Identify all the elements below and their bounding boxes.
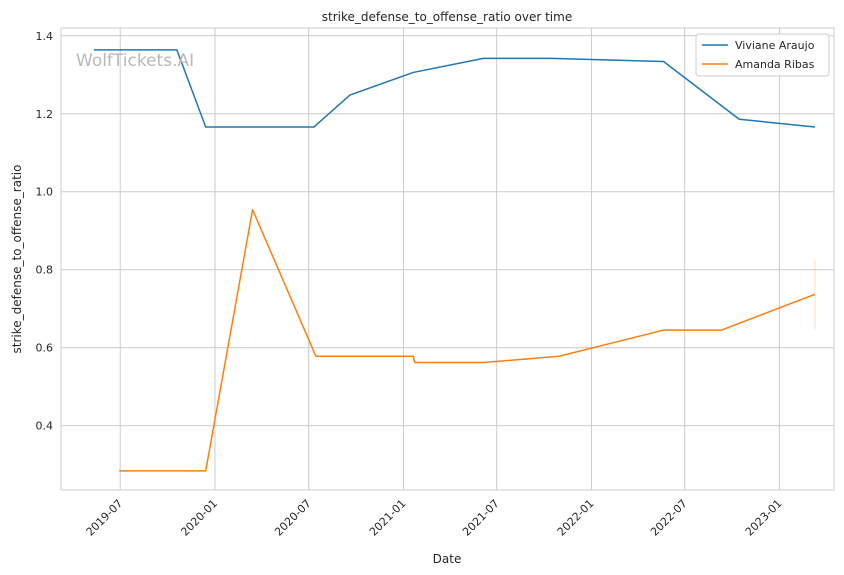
- x-axis-title: Date: [433, 552, 462, 566]
- y-tick-label: 1.4: [36, 30, 54, 43]
- grid-lines: [61, 28, 834, 490]
- legend-label-amanda-ribas: Amanda Ribas: [735, 58, 815, 71]
- plot-area: [60, 27, 835, 491]
- series-line-viviane-araujo: [93, 49, 816, 128]
- watermark: WolfTickets.AI: [76, 51, 194, 71]
- series-lines: [93, 49, 816, 472]
- chart-title: strike_defense_to_offense_ratio over tim…: [322, 10, 572, 24]
- y-tick-label: 1.2: [36, 108, 54, 121]
- y-tick-label: 0.6: [36, 342, 54, 355]
- series-line-amanda-ribas: [119, 208, 816, 472]
- y-tick-label: 1.0: [36, 186, 54, 199]
- y-tick-labels: 0.4 0.6 0.8 1.0 1.2 1.4: [36, 30, 54, 433]
- y-axis-title: strike_defense_to_offense_ratio: [10, 165, 24, 354]
- legend-label-viviane-araujo: Viviane Araujo: [735, 39, 815, 52]
- y-tick-label: 0.8: [36, 264, 54, 277]
- y-tick-label: 0.4: [36, 420, 54, 433]
- legend: Viviane Araujo Amanda Ribas: [695, 33, 830, 77]
- legend-box: [695, 33, 830, 77]
